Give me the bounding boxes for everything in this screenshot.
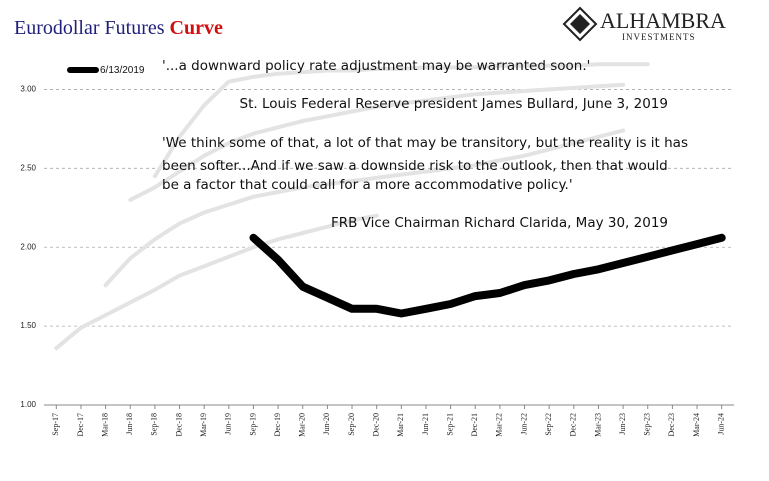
y-tick-label: 2.00 [20, 242, 36, 251]
x-tick-label: Mar-21 [396, 413, 405, 437]
logo-name: ALHAMBRA [600, 8, 726, 33]
x-tick-label: Sep-17 [51, 413, 60, 436]
x-tick-label: Sep-20 [347, 413, 356, 436]
title-main: Eurodollar Futures [14, 17, 165, 39]
history-line [54, 213, 379, 351]
history-line [103, 128, 626, 288]
x-tick-label: Jun-19 [224, 413, 233, 435]
x-tick-label: Mar-20 [298, 413, 307, 437]
annotation: '...a downward policy rate adjustment ma… [162, 58, 590, 74]
history-line [128, 82, 626, 202]
x-tick-label: Sep-21 [445, 413, 454, 436]
x-tick-label: Mar-24 [692, 413, 701, 437]
annotation: been softer...And if we saw a downside r… [162, 158, 668, 174]
x-tick-label: Dec-23 [667, 413, 676, 437]
logo-icon-inner [570, 14, 590, 34]
x-tick-label: Jun-18 [125, 413, 134, 435]
annotation: St. Louis Federal Reserve president Jame… [240, 96, 669, 112]
x-tick-label: Sep-19 [248, 413, 257, 436]
x-tick-label: Dec-20 [372, 413, 381, 437]
y-tick-label: 1.00 [20, 400, 36, 409]
logo: ALHAMBRA INVESTMENTS [562, 6, 726, 42]
x-tick-label: Dec-18 [174, 413, 183, 437]
legend-label: 6/13/2019 [100, 65, 145, 76]
x-tick-label: Mar-19 [199, 413, 208, 437]
history-line [152, 62, 650, 179]
annotation: 'We think some of that, a lot of that ma… [162, 135, 688, 151]
logo-tagline: INVESTMENTS [622, 32, 696, 42]
x-tick-label: Mar-18 [100, 413, 109, 437]
annotation: FRB Vice Chairman Richard Clarida, May 3… [331, 215, 668, 231]
x-tick-label: Jun-23 [618, 413, 627, 435]
x-tick-label: Mar-23 [593, 413, 602, 437]
y-tick-label: 2.50 [20, 163, 36, 172]
x-tick-label: Dec-19 [273, 413, 282, 437]
annotation: be a factor that could call for a more a… [162, 177, 573, 193]
y-tick-label: 1.50 [20, 321, 36, 330]
x-tick-label: Jun-21 [421, 413, 430, 435]
x-tick-label: Sep-23 [643, 413, 652, 436]
x-tick-label: Sep-22 [544, 413, 553, 436]
series-line [249, 233, 726, 318]
x-tick-label: Dec-17 [76, 413, 85, 437]
x-tick-label: Jun-24 [717, 413, 726, 435]
x-tick-label: Sep-18 [150, 413, 159, 436]
x-tick-label: Mar-22 [495, 413, 504, 437]
y-tick-label: 3.00 [20, 85, 36, 94]
chart-title: Eurodollar Futures Curve [14, 17, 223, 39]
x-tick-label: Dec-22 [569, 413, 578, 437]
title-highlight: Curve [170, 17, 223, 39]
x-tick-label: Jun-20 [322, 413, 331, 435]
x-tick-label: Jun-22 [519, 413, 528, 435]
logo-icon [562, 6, 598, 42]
x-tick-label: Dec-21 [470, 413, 479, 437]
